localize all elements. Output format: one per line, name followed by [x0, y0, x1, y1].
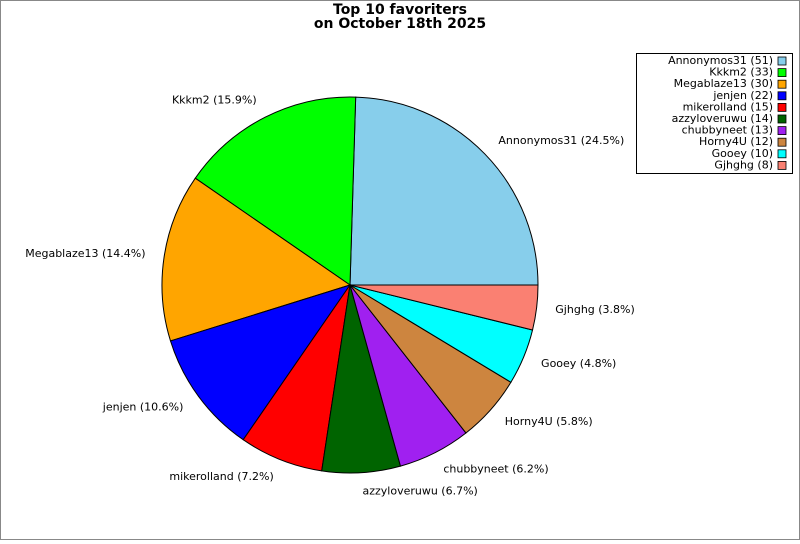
slice-label: Gooey (4.8%): [541, 357, 616, 370]
pie-slice: [194, 96, 357, 286]
legend-swatch: [777, 91, 787, 101]
legend-swatch: [777, 149, 787, 159]
legend-box: [636, 53, 793, 174]
pie-slice: [349, 96, 539, 286]
pie-slice: [161, 177, 352, 342]
pie-slice: [169, 284, 352, 441]
legend-label: Annonymos31 (51): [668, 54, 773, 67]
legend-label: jenjen (22): [712, 89, 773, 102]
legend-swatch: [777, 68, 787, 77]
slice-label: Annonymos31 (24.5%): [498, 134, 624, 147]
slice-label: jenjen (10.6%): [102, 401, 184, 414]
legend-label: Megablaze13 (30): [674, 77, 773, 90]
pie-slice: [349, 284, 539, 331]
legend-swatch: [777, 114, 787, 124]
legend-swatch: [777, 79, 787, 89]
legend-swatch: [777, 56, 787, 66]
legend-label: azzyloveruwu (14): [672, 112, 773, 125]
slice-label: Kkkm2 (15.9%): [172, 93, 257, 106]
chart-title: on October 18th 2025: [314, 16, 486, 32]
legend-swatch: [777, 126, 787, 135]
slice-label: Gjhghg (3.8%): [555, 303, 635, 316]
slice-label: Megablaze13 (14.4%): [25, 247, 145, 260]
slice-label: mikerolland (7.2%): [169, 470, 273, 483]
legend-label: mikerolland (15): [683, 100, 773, 113]
chart-title: Top 10 favoriters: [333, 2, 467, 18]
legend-label: Gjhghg (8): [714, 158, 773, 171]
legend-label: Horny4U (12): [699, 135, 773, 148]
slice-label: azzyloveruwu (6.7%): [362, 484, 477, 497]
legend-swatch: [777, 160, 787, 170]
legend-swatch: [777, 103, 787, 112]
legend-label: Kkkm2 (33): [709, 66, 773, 79]
slice-label: Horny4U (5.8%): [505, 415, 593, 428]
slice-label: chubbyneet (6.2%): [443, 463, 548, 476]
legend-label: chubbyneet (13): [682, 124, 773, 137]
legend-label: Gooey (10): [712, 147, 773, 160]
legend-swatch: [777, 137, 787, 147]
